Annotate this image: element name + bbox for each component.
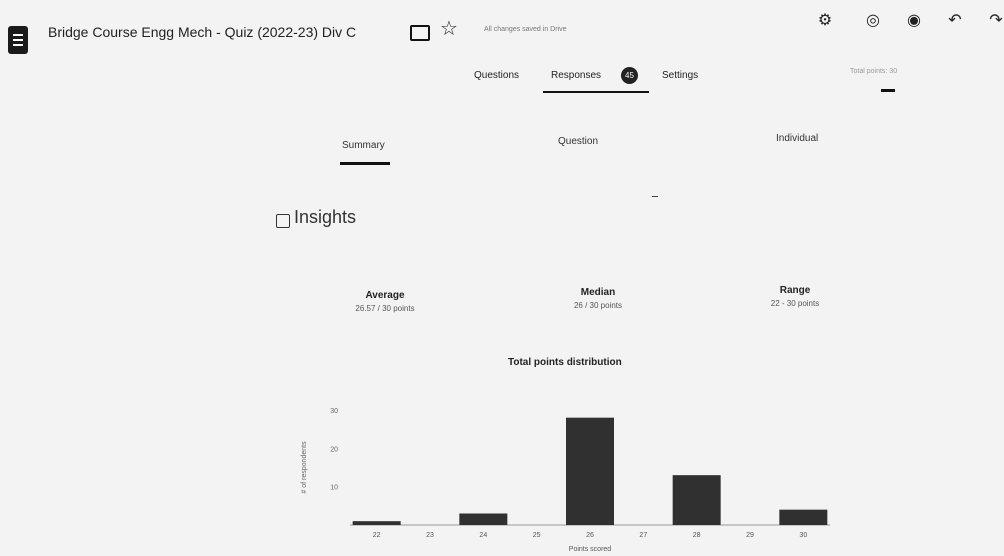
- chart-bar: [672, 475, 721, 525]
- x-tick-label: 27: [639, 532, 647, 539]
- eye-icon[interactable]: ◉: [907, 12, 921, 29]
- stat-range: Range 22 - 30 points: [730, 285, 860, 308]
- x-axis-label: Points scored: [569, 546, 612, 553]
- stat-median-label: Median: [580, 287, 616, 298]
- x-tick-label: 25: [533, 532, 541, 539]
- palette-icon[interactable]: ⚙: [817, 12, 833, 29]
- responses-count-badge: 45: [621, 67, 638, 84]
- stat-average: Average 26.57 / 30 points: [320, 290, 450, 313]
- x-tick-label: 23: [426, 532, 434, 539]
- redo-icon[interactable]: ↷: [989, 12, 1003, 29]
- stat-range-value: 22 - 30 points: [770, 299, 820, 308]
- star-icon[interactable]: ☆: [440, 18, 458, 40]
- chart-bar: [459, 513, 508, 525]
- form-title[interactable]: Bridge Course Engg Mech - Quiz (2022-23)…: [48, 24, 357, 40]
- x-tick-label: 26: [586, 532, 594, 539]
- divider-mark: [652, 196, 658, 197]
- points-distribution-chart: 10 20 30 # of respondents 22 23 24 25 26 27 28 29 30…: [301, 408, 830, 553]
- stat-median-value: 26 / 30 points: [573, 301, 623, 310]
- saved-status: All changes saved in Drive: [484, 26, 567, 33]
- stat-median: Median 26 / 30 points: [533, 287, 663, 310]
- subtab-question[interactable]: Question: [558, 136, 599, 147]
- chart-bar: [352, 521, 401, 525]
- move-to-folder-icon[interactable]: [410, 25, 430, 41]
- tab-questions[interactable]: Questions: [474, 70, 520, 81]
- stat-average-label: Average: [365, 290, 405, 301]
- undo-icon[interactable]: ↶: [948, 12, 962, 29]
- x-tick-label: 22: [373, 532, 381, 539]
- insights-icon: [276, 214, 290, 228]
- chart-bar: [779, 509, 828, 525]
- active-tab-indicator: [543, 91, 649, 93]
- y-tick-label: 10: [330, 485, 338, 492]
- subtab-individual[interactable]: Individual: [776, 133, 819, 144]
- tab-settings[interactable]: Settings: [662, 70, 699, 81]
- total-points-label: Total points: 30: [850, 68, 898, 75]
- x-tick-label: 24: [479, 532, 487, 539]
- forms-logo-icon[interactable]: [8, 26, 28, 54]
- x-tick-label: 28: [693, 532, 701, 539]
- y-tick-label: 20: [330, 446, 338, 453]
- preview-icon[interactable]: ◎: [866, 12, 880, 29]
- tab-responses[interactable]: Responses: [551, 70, 602, 81]
- y-axis-label: # of respondents: [301, 441, 308, 494]
- y-tick-label: 30: [330, 408, 338, 415]
- subtab-summary[interactable]: Summary: [342, 140, 385, 151]
- subtab-active-indicator: [340, 162, 390, 165]
- x-tick-label: 30: [799, 532, 807, 539]
- stat-average-value: 26.57 / 30 points: [355, 304, 415, 313]
- total-points-indicator: [881, 89, 895, 92]
- x-tick-label: 29: [746, 532, 754, 539]
- chart-bar: [566, 417, 614, 525]
- insights-heading: Insights: [294, 207, 357, 227]
- chart-title: Total points distribution: [508, 357, 622, 368]
- stat-range-label: Range: [779, 285, 811, 296]
